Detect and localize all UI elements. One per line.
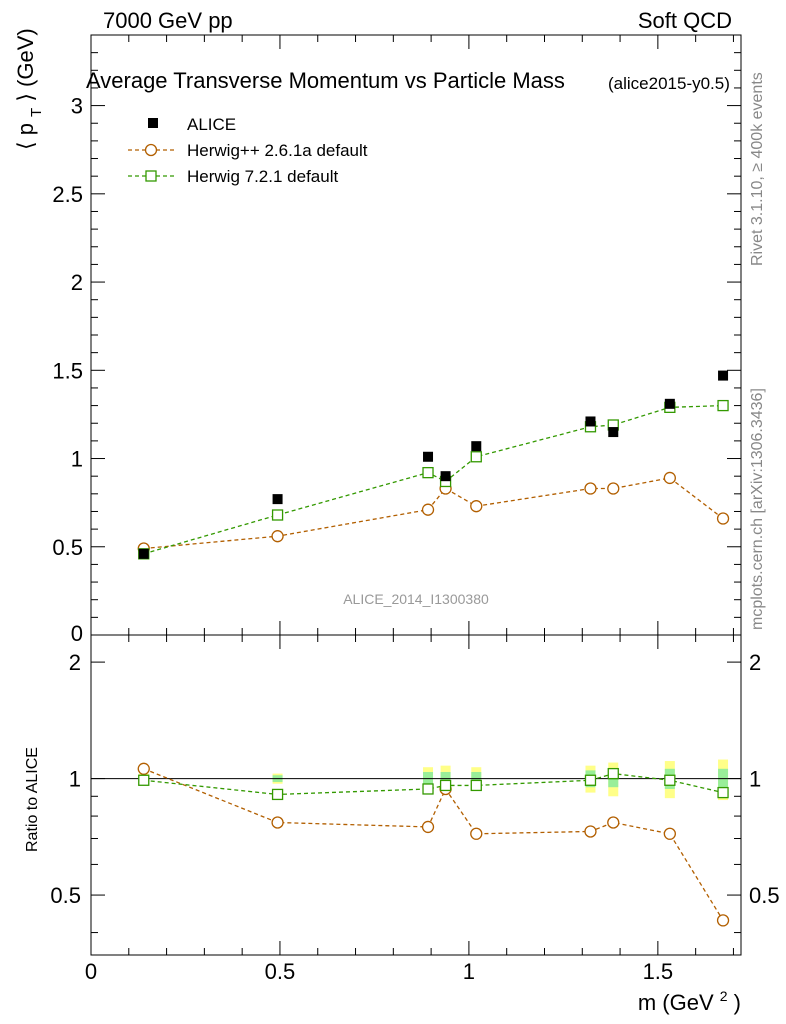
ratio-herwigpp-point [421, 820, 435, 834]
legend-alice-marker [148, 118, 158, 128]
legend-herwig7-marker [145, 170, 157, 182]
ratio-herwig7-point [271, 788, 284, 801]
ratio-herwigpp-point [584, 825, 597, 838]
main-alice-point [585, 416, 596, 427]
ratio-herwigpp-point [137, 762, 150, 775]
ratio-herwigpp-point [716, 914, 730, 927]
ratio-herwig7-point [664, 774, 676, 786]
rivet-label: Rivet 3.1.10, ≥ 400k events [749, 72, 766, 266]
main-alice-point [664, 398, 675, 409]
ratio-y-axis-label: Ratio to ALICE [24, 747, 41, 852]
ratio-plot-frame [90, 634, 742, 956]
x-axis-label-tail: ) [734, 990, 741, 1015]
legend-herwigpp-marker [144, 143, 158, 157]
main-herwigpp-point [271, 530, 284, 543]
ratio-y-tick-label-left: 0.5 [50, 883, 81, 908]
tick-labels-layer: 0.5 1 1.5 2 2.5 3 0 0 0.5 1 1.5 0.5 0.5 1 1 2 2 [50, 94, 779, 984]
x-axis-label: m (GeV 2 ) [638, 981, 741, 1015]
ratio-y-tick-label-right: 1 [749, 767, 761, 792]
chart-title: Average Transverse Momentum vs Particle … [86, 68, 565, 93]
ratio-herwig7-point [717, 786, 729, 799]
main-alice-point [272, 494, 283, 505]
main-herwig7-point [717, 399, 729, 412]
legend-herwigpp-label: Herwig++ 2.6.1a default [187, 141, 368, 160]
ratio-herwig7-point [439, 779, 452, 792]
main-y-tick-label: 2 [71, 270, 83, 295]
main-herwigpp-point [607, 482, 620, 495]
x-tick-label: 0.5 [265, 959, 296, 984]
analysis-watermark: ALICE_2014_I1300380 [343, 591, 489, 607]
ratio-herwigpp-point [607, 816, 620, 829]
main-y-tick-label: 1.5 [52, 358, 83, 383]
main-y-tick-label: 2.5 [52, 182, 83, 207]
main-herwigpp-point [663, 471, 676, 485]
ratio-herwig7-point [470, 779, 482, 792]
chart-subtitle: (alice2015-y0.5) [608, 74, 730, 93]
ratio-herwig7-point [584, 774, 597, 786]
legend: ALICE Herwig++ 2.6.1a default Herwig 7.2… [128, 115, 368, 186]
main-herwigpp-point [470, 500, 483, 513]
header-left-text: 7000 GeV pp [103, 8, 233, 33]
ratio-herwigpp-point [663, 827, 676, 840]
main-y-tick-label: 3 [71, 94, 83, 119]
ratio-y-tick-label-left: 2 [69, 650, 81, 675]
ratio-herwig7-point [607, 767, 619, 780]
header-right-text: Soft QCD [638, 8, 732, 33]
main-herwigpp-point [421, 503, 435, 516]
main-alice-point [718, 370, 729, 381]
main-y-axis-label-tail: ⟩ (GeV) [13, 28, 38, 101]
mcplots-label: mcplots.cern.ch [arXiv:1306.3436] [749, 388, 766, 630]
legend-herwig7-label: Herwig 7.2.1 default [187, 167, 338, 186]
main-y-tick-label: 0.5 [52, 535, 83, 560]
main-alice-point [423, 451, 434, 462]
ratio-herwigpp-line [143, 768, 724, 921]
main-herwig7-point [271, 509, 284, 521]
main-y-tick-label-zero: 0 [71, 621, 83, 646]
main-alice-point [608, 427, 619, 438]
ratio-y-tick-label-right: 2 [749, 650, 761, 675]
main-y-axis-label-head: ⟨ p [13, 123, 38, 150]
main-herwig7-line [143, 404, 724, 555]
x-tick-label: 1 [463, 959, 475, 984]
main-herwigpp-line [143, 477, 724, 550]
ratio-y-tick-label-right: 0.5 [749, 883, 780, 908]
x-tick-label: 1.5 [643, 959, 674, 984]
series-layer [137, 370, 730, 927]
main-herwigpp-point [716, 512, 730, 525]
main-herwig7-point [422, 466, 434, 479]
x-axis-label-sup: 2 [720, 988, 728, 1004]
main-y-tick-label: 1 [71, 447, 83, 472]
x-tick-label: 0 [85, 959, 97, 984]
main-herwig7-point [470, 451, 482, 463]
main-alice-point [471, 441, 482, 452]
ratio-herwig7-line [143, 772, 724, 796]
main-herwigpp-point [584, 482, 597, 495]
legend-alice-label: ALICE [187, 115, 236, 134]
main-alice-point [138, 548, 149, 559]
main-alice-point [440, 471, 451, 482]
ratio-herwig7-point [138, 774, 150, 786]
ratio-herwigpp-point [271, 816, 284, 829]
ratio-herwig7-point [422, 783, 434, 795]
ratio-herwigpp-point [470, 827, 483, 840]
main-y-axis-label-sub: T [28, 108, 45, 117]
x-axis-label-head: m (GeV [638, 990, 714, 1015]
ratio-y-tick-label-left: 1 [69, 767, 81, 792]
main-y-axis-label: ⟨ p T ⟩ (GeV) [13, 28, 46, 150]
